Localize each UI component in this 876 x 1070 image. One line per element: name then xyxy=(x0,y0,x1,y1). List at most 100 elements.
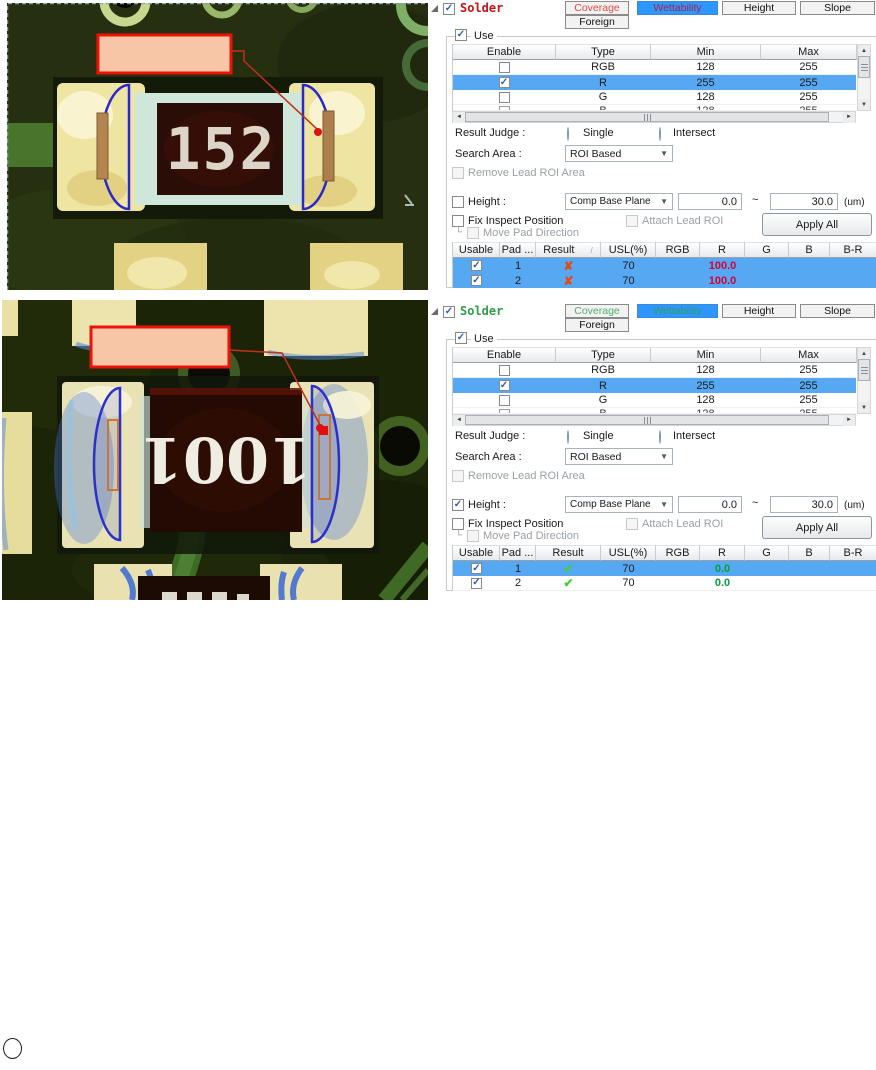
pcb-image-top[interactable]: 152 xyxy=(7,3,428,290)
apply-all-button[interactable]: Apply All xyxy=(762,213,872,236)
col-usable[interactable]: Usable xyxy=(453,242,500,258)
tab-slope[interactable]: Slope xyxy=(800,304,875,318)
enable-checkbox[interactable] xyxy=(498,91,510,103)
remove-lead-checkbox[interactable] xyxy=(452,470,464,482)
move-pad-checkbox[interactable] xyxy=(467,227,479,239)
table-row[interactable]: RGB 128 255 xyxy=(453,60,856,75)
tab-foreign[interactable]: Foreign xyxy=(565,318,629,332)
col-pad[interactable]: Pad ... xyxy=(500,242,536,258)
col-r[interactable]: R xyxy=(700,242,745,258)
tab-height[interactable]: Height xyxy=(722,304,796,318)
col-rgb[interactable]: RGB xyxy=(656,545,700,561)
scroll-up-icon[interactable]: ▲ xyxy=(858,348,870,359)
scroll-left-icon[interactable]: ◄ xyxy=(453,111,465,123)
col-result[interactable]: Result / xyxy=(536,242,601,258)
enable-checkbox[interactable] xyxy=(498,380,510,391)
horizontal-scrollbar[interactable]: ◄ ► xyxy=(452,414,856,426)
usable-checkbox[interactable] xyxy=(471,260,482,271)
table-row[interactable]: G 128 255 xyxy=(453,393,856,408)
col-max[interactable]: Max xyxy=(761,347,857,363)
col-br[interactable]: B-R xyxy=(830,242,876,258)
table-row[interactable]: G 128 255 xyxy=(453,90,856,105)
tab-coverage[interactable]: Coverage xyxy=(565,1,629,15)
usable-checkbox[interactable] xyxy=(471,563,482,574)
height-checkbox[interactable] xyxy=(452,196,464,208)
scroll-thumb[interactable] xyxy=(858,56,870,78)
scroll-thumb[interactable] xyxy=(465,112,829,122)
vertical-scrollbar[interactable]: ▲ ▼ xyxy=(857,44,871,111)
search-area-dropdown[interactable]: ROI Based ▼ xyxy=(565,145,673,162)
intersect-label[interactable]: Intersect xyxy=(673,430,716,442)
scroll-down-icon[interactable]: ▼ xyxy=(858,99,870,110)
table-row[interactable]: 2 ✔ 70 0.0 xyxy=(453,576,876,591)
intersect-label[interactable]: Intersect xyxy=(673,127,716,139)
table-row[interactable]: RGB 128 255 xyxy=(453,363,856,378)
col-g[interactable]: G xyxy=(745,545,789,561)
col-r[interactable]: R xyxy=(700,545,745,561)
col-type[interactable]: Type xyxy=(556,44,651,60)
move-pad-checkbox[interactable] xyxy=(467,530,479,542)
col-max[interactable]: Max xyxy=(761,44,857,60)
search-area-dropdown[interactable]: ROI Based ▼ xyxy=(565,448,673,465)
col-type[interactable]: Type xyxy=(556,347,651,363)
pcb-image-bottom[interactable]: 1001 xyxy=(2,300,428,600)
col-min[interactable]: Min xyxy=(651,44,761,60)
col-rgb[interactable]: RGB xyxy=(656,242,700,258)
single-radio[interactable] xyxy=(567,127,569,141)
scroll-right-icon[interactable]: ► xyxy=(843,414,855,426)
table-row-clipped[interactable]: B 128 255 xyxy=(453,408,856,414)
tab-wettability[interactable]: Wettability xyxy=(637,304,718,318)
table-row[interactable]: 2 ✘ 70 100.0 xyxy=(453,273,876,288)
scroll-thumb[interactable] xyxy=(858,359,870,381)
single-radio[interactable] xyxy=(567,430,569,444)
horizontal-scrollbar[interactable]: ◄ ► xyxy=(452,111,856,123)
vertical-scrollbar[interactable]: ▲ ▼ xyxy=(857,347,871,414)
col-br[interactable]: B-R xyxy=(830,545,876,561)
tab-coverage[interactable]: Coverage xyxy=(565,304,629,318)
col-b[interactable]: B xyxy=(789,545,830,561)
enable-checkbox[interactable] xyxy=(498,364,510,376)
enable-checkbox[interactable] xyxy=(498,61,510,73)
tab-foreign[interactable]: Foreign xyxy=(565,15,629,29)
height-checkbox[interactable] xyxy=(452,499,464,511)
intersect-radio[interactable] xyxy=(659,430,661,444)
table-row-selected[interactable]: R 255 255 xyxy=(453,75,856,90)
col-enable[interactable]: Enable xyxy=(453,44,556,60)
tab-wettability[interactable]: Wettability xyxy=(637,1,718,15)
intersect-radio[interactable] xyxy=(659,127,661,141)
base-plane-dropdown[interactable]: Comp Base Plane ▼ xyxy=(565,193,673,210)
scroll-up-icon[interactable]: ▲ xyxy=(858,45,870,56)
col-g[interactable]: G xyxy=(745,242,789,258)
apply-all-button[interactable]: Apply All xyxy=(762,516,872,539)
enable-checkbox[interactable] xyxy=(498,408,510,413)
table-row-clipped[interactable]: B 128 255 xyxy=(453,105,856,111)
table-row[interactable]: 1 ✔ 70 0.0 xyxy=(453,561,876,576)
scroll-down-icon[interactable]: ▼ xyxy=(858,402,870,413)
single-label[interactable]: Single xyxy=(583,430,614,442)
enable-checkbox[interactable] xyxy=(498,394,510,406)
scroll-right-icon[interactable]: ► xyxy=(843,111,855,123)
enable-checkbox[interactable] xyxy=(498,105,510,110)
tab-slope[interactable]: Slope xyxy=(800,1,875,15)
enable-checkbox[interactable] xyxy=(498,77,510,88)
base-plane-dropdown[interactable]: Comp Base Plane ▼ xyxy=(565,496,673,513)
fix-inspect-checkbox[interactable] xyxy=(452,215,464,227)
use-checkbox[interactable] xyxy=(455,29,467,41)
tab-height[interactable]: Height xyxy=(722,1,796,15)
usable-checkbox[interactable] xyxy=(471,577,482,589)
height-max-input[interactable]: 30.0 xyxy=(770,496,838,513)
table-row[interactable]: 1 ✘ 70 100.0 xyxy=(453,258,876,273)
expander-icon[interactable] xyxy=(431,308,438,315)
use-checkbox[interactable] xyxy=(455,332,467,344)
height-min-input[interactable]: 0.0 xyxy=(678,496,742,513)
attach-lead-checkbox[interactable] xyxy=(626,215,638,227)
fix-inspect-checkbox[interactable] xyxy=(452,518,464,530)
remove-lead-checkbox[interactable] xyxy=(452,167,464,179)
scroll-left-icon[interactable]: ◄ xyxy=(453,414,465,426)
solder-checkbox[interactable] xyxy=(443,3,455,15)
col-min[interactable]: Min xyxy=(651,347,761,363)
table-row-selected[interactable]: R 255 255 xyxy=(453,378,856,393)
solder-checkbox[interactable] xyxy=(443,306,455,318)
usable-checkbox[interactable] xyxy=(471,275,482,286)
single-label[interactable]: Single xyxy=(583,127,614,139)
